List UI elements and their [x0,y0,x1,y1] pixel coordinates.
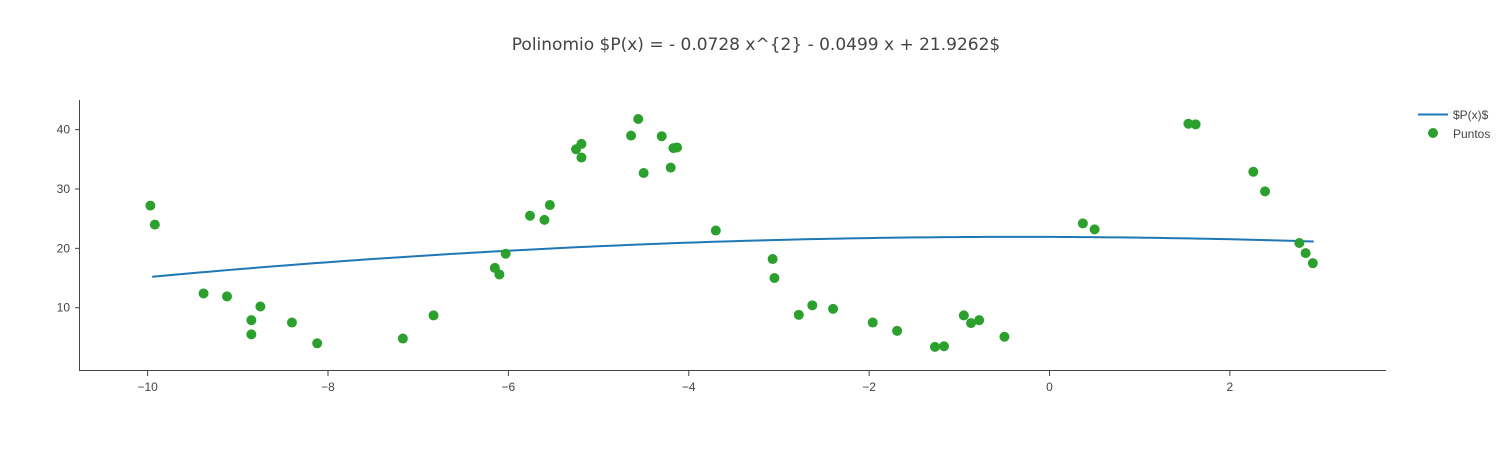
scatter-point [149,219,160,230]
scatter-point [638,167,649,178]
y-axis-ticks: 10 20 30 40 [57,123,80,315]
polynomial-curve [152,235,1314,278]
scatter-point [397,333,408,344]
scatter-point [807,300,818,311]
y-tick-label: 10 [57,301,71,315]
x-tick-label: −10 [137,380,158,394]
y-tick-label: 40 [57,123,71,137]
x-tick-label: 2 [1227,380,1234,394]
scatter-point [626,130,637,141]
legend-label-curve: $P(x)$ [1453,108,1489,122]
scatter-point [246,315,257,326]
scatter-point [672,142,683,153]
scatter-point [539,214,550,225]
scatter-point [974,315,985,326]
scatter-point [246,329,257,340]
scatter-point [1183,118,1194,129]
scatter-point [929,341,940,352]
scatter-point [656,131,667,142]
x-tick-label: −6 [502,380,516,394]
legend-item-points[interactable]: Puntos [1428,127,1490,141]
scatter-point [769,273,780,284]
scatter-point [494,269,505,280]
scatter-point [710,225,721,236]
scatter-point [633,113,644,124]
scatter-point [222,291,233,302]
scatter-point [544,200,555,211]
scatter-point [867,317,878,328]
legend-marker-swatch [1428,128,1438,138]
chart-title: Polinomio $P(x) = - 0.0728 x^{2} - 0.049… [512,35,1000,55]
y-tick-label: 30 [57,182,71,196]
legend[interactable]: $P(x)$ Puntos [1418,108,1490,141]
scatter-point [999,331,1010,342]
scatter-point [1294,238,1305,249]
scatter-point [828,303,839,314]
legend-label-points: Puntos [1453,127,1490,141]
scatter-point [576,138,587,149]
plot-area: −10 −8 −6 −4 −2 0 2 10 20 30 40 [57,100,1386,394]
scatter-point [1307,258,1318,269]
scatter-point [145,200,156,211]
scatter-point [500,248,511,259]
x-tick-label: 0 [1046,380,1053,394]
scatter-point [255,301,266,312]
scatter-point [938,341,949,352]
x-tick-label: −2 [862,380,876,394]
scatter-point [1077,218,1088,229]
y-tick-label: 20 [57,241,71,255]
scatter-point [1260,186,1271,197]
scatter-point [665,162,676,173]
series-layer [145,113,1318,352]
x-tick-label: −8 [321,380,335,394]
x-axis-ticks: −10 −8 −6 −4 −2 0 2 [137,371,1234,394]
scatter-point [958,310,969,321]
scatter-point [793,309,804,320]
scatter-point [198,288,209,299]
scatter-point [286,317,297,328]
scatter-point [767,254,778,265]
scatter-point [525,210,536,221]
x-tick-label: −4 [682,380,696,394]
scatter-point [576,152,587,163]
scatter-point [1300,248,1311,259]
scatter-point [966,318,977,329]
scatter-point [312,338,323,349]
scatter-point [892,325,903,336]
legend-item-curve[interactable]: $P(x)$ [1418,108,1489,122]
scatter-point [1248,166,1259,177]
scatter-point [1089,224,1100,235]
scatter-point [1190,119,1201,130]
scatter-point [428,310,439,321]
